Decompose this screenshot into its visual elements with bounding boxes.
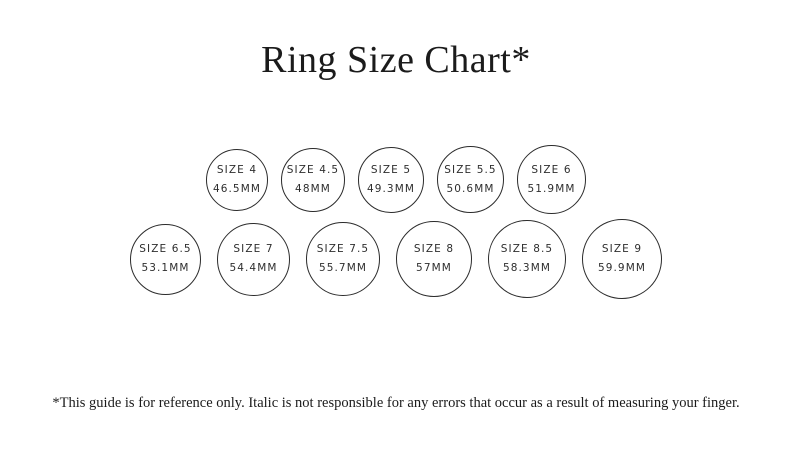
ring-row-top: SIZE 4 46.5MM SIZE 4.5 48MM SIZE 5 49.3M… [206,145,586,214]
ring-circle-size-7: SIZE 7 54.4MM [217,222,290,296]
diameter-label: 59.9MM [597,262,647,274]
size-label: SIZE 4 [216,163,258,176]
ring-circle-size-5-5: SIZE 5.5 50.6MM [437,146,504,213]
diameter-label: 50.6MM [446,182,495,195]
size-label: SIZE 7 [233,243,274,255]
ring-circle-size-6-5: SIZE 6.5 53.1MM [130,223,201,295]
size-label: SIZE 9 [601,243,643,255]
diameter-label: 48MM [295,182,331,195]
ring-circle-size-9: SIZE 9 59.9MM [582,219,662,299]
diameter-label: 49.3MM [366,182,416,195]
size-label: SIZE 8 [413,243,455,255]
diameter-label: 46.5MM [212,182,262,195]
ring-circle-size-5: SIZE 5 49.3MM [358,146,424,213]
diameter-label: 57MM [416,262,452,274]
diameter-label: 51.9MM [527,182,576,195]
disclaimer-footnote: *This guide is for reference only. Itali… [52,395,740,411]
size-label: SIZE 6.5 [139,243,192,255]
ring-row-bottom: SIZE 6.5 53.1MM SIZE 7 54.4MM SIZE 7.5 5… [130,219,662,299]
ring-circle-size-4: SIZE 4 46.5MM [206,148,268,211]
diameter-label: 58.3MM [502,262,552,274]
size-label: SIZE 4.5 [286,163,340,176]
size-label: SIZE 7.5 [316,243,370,255]
diameter-label: 53.1MM [141,262,190,274]
size-label: SIZE 5.5 [444,163,497,176]
ring-circle-size-8-5: SIZE 8.5 58.3MM [488,220,566,298]
size-label: SIZE 8.5 [500,243,554,255]
size-label: SIZE 6 [531,163,572,176]
size-label: SIZE 5 [370,163,412,176]
diameter-label: 54.4MM [229,262,278,274]
page-title: Ring Size Chart* [261,39,531,81]
ring-size-chart: SIZE 4 46.5MM SIZE 4.5 48MM SIZE 5 49.3M… [0,145,792,299]
diameter-label: 55.7MM [318,262,368,274]
ring-circle-size-7-5: SIZE 7.5 55.7MM [306,222,380,296]
ring-circle-size-6: SIZE 6 51.9MM [517,145,586,214]
ring-circle-size-4-5: SIZE 4.5 48MM [281,147,345,212]
ring-circle-size-8: SIZE 8 57MM [396,221,472,297]
